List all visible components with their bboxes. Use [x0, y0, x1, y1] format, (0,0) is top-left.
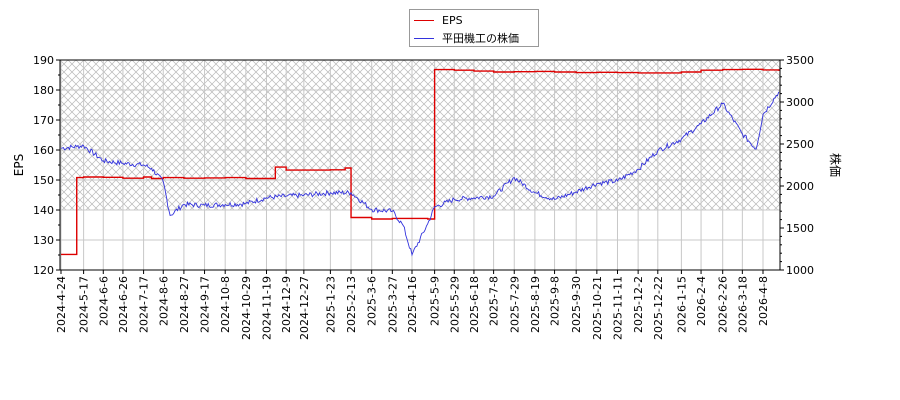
x-tick-label: 2024-10-29 — [240, 276, 253, 340]
right-axis-title: 株価 — [828, 153, 843, 177]
legend: EPS 平田機工の株価 — [409, 9, 539, 47]
x-tick-label: 2025-9-8 — [549, 276, 562, 326]
right-tick-label: 1000 — [786, 264, 814, 277]
x-tick-label: 2025-5-29 — [448, 276, 461, 333]
x-tick-label: 2025-5-9 — [429, 276, 442, 326]
x-tick-label: 2024-8-27 — [178, 276, 191, 333]
legend-item-eps: EPS — [414, 12, 463, 28]
x-tick-label: 2024-6-26 — [117, 276, 130, 333]
x-tick-label: 2026-3-18 — [736, 276, 749, 333]
x-tick-label: 2025-1-23 — [324, 276, 337, 333]
right-tick-label: 2500 — [786, 138, 814, 151]
x-tick-label: 2024-10-8 — [219, 276, 232, 333]
x-tick-label: 2024-12-9 — [280, 276, 293, 333]
right-axis: 1000 1500 2000 2500 3000 3500 — [780, 54, 814, 277]
x-tick-label: 2026-2-26 — [717, 276, 730, 333]
right-tick-label: 1500 — [786, 222, 814, 235]
x-tick-label: 2025-9-30 — [570, 276, 583, 333]
shaded-band — [60, 60, 780, 210]
x-tick-label: 2024-4-24 — [55, 276, 68, 333]
legend-label-price: 平田機工の株価 — [442, 32, 519, 45]
left-axis: 120 130 140 150 160 170 180 190 — [33, 54, 60, 277]
x-tick-label: 2025-12-22 — [652, 276, 665, 340]
x-tick-label: 2025-4-16 — [406, 276, 419, 333]
x-tick-label: 2024-7-17 — [138, 276, 151, 333]
x-tick-label: 2025-3-27 — [386, 276, 399, 333]
series-lines — [60, 68, 780, 257]
x-tick-label: 2025-10-21 — [591, 276, 604, 340]
x-tick-label: 2026-1-15 — [675, 276, 688, 333]
right-tick-label: 2000 — [786, 180, 814, 193]
x-tick-label: 2025-11-11 — [611, 276, 624, 340]
left-tick-label: 160 — [33, 144, 54, 157]
x-tick-label: 2026-4-8 — [757, 276, 770, 326]
left-tick-label: 190 — [33, 54, 54, 67]
left-tick-label: 170 — [33, 114, 54, 127]
left-tick-label: 140 — [33, 204, 54, 217]
x-tick-label: 2025-6-18 — [468, 276, 481, 333]
x-tick-label: 2024-6-6 — [97, 276, 110, 326]
x-tick-label: 2025-2-13 — [345, 276, 358, 333]
x-tick-label: 2025-12-2 — [632, 276, 645, 333]
x-tick-label: 2024-9-17 — [199, 276, 212, 333]
eps-line-swatch-icon — [414, 19, 434, 21]
left-tick-label: 180 — [33, 84, 54, 97]
x-tick-label: 2024-11-19 — [260, 276, 273, 340]
left-tick-label: 130 — [33, 234, 54, 247]
left-tick-label: 120 — [33, 264, 54, 277]
x-tick-label: 2026-2-4 — [695, 276, 708, 326]
x-tick-label: 2024-5-17 — [78, 276, 91, 333]
left-tick-label: 150 — [33, 174, 54, 187]
eps-line — [61, 68, 780, 256]
left-axis-title: EPS — [12, 154, 26, 176]
x-tick-label: 2025-8-19 — [529, 276, 542, 333]
right-tick-label: 3500 — [786, 54, 814, 67]
legend-label-eps: EPS — [442, 13, 463, 27]
price-line-swatch-icon — [414, 37, 434, 39]
x-tick-label: 2025-7-8 — [488, 276, 501, 326]
price-line — [60, 91, 780, 257]
x-tick-label: 2024-12-27 — [298, 276, 311, 340]
x-tick-label: 2025-7-29 — [508, 276, 521, 333]
x-tick-label: 2025-3-6 — [366, 276, 379, 326]
legend-item-price: 平田機工の株価 — [414, 30, 519, 46]
right-tick-label: 3000 — [786, 96, 814, 109]
x-tick-label: 2024-8-6 — [157, 276, 170, 326]
x-axis: 2024-4-24 2024-5-17 2024-6-6 2024-6-26 2024-… — [55, 270, 770, 340]
